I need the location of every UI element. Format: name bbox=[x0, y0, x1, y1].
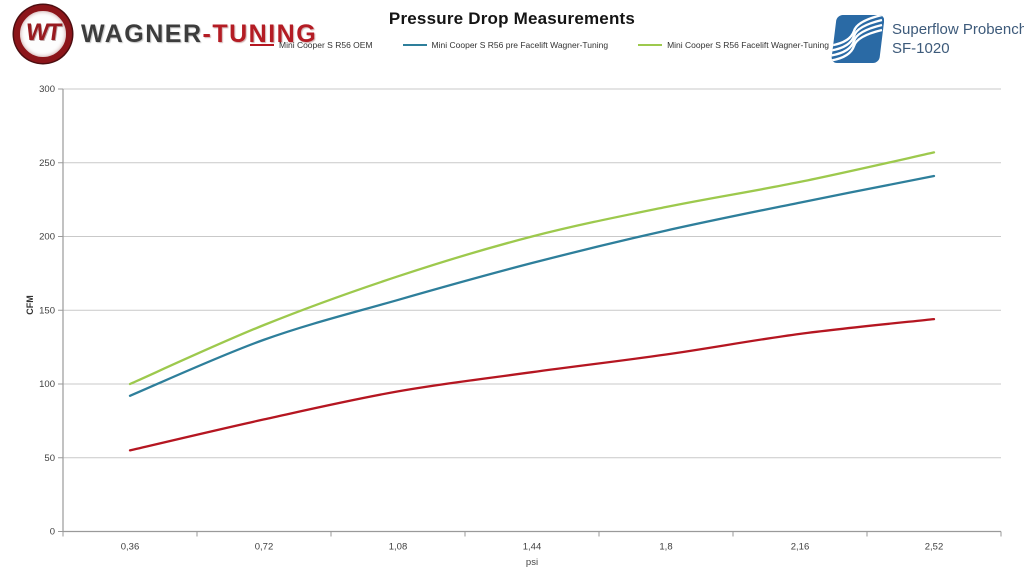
wagner-badge-icon: WT bbox=[14, 5, 72, 63]
wagner-brand-text: WAGNER-TUNING bbox=[81, 20, 317, 49]
series-line-1 bbox=[128, 174, 936, 397]
wagner-brand-red: -TUNING bbox=[202, 19, 318, 48]
chart-title: Pressure Drop Measurements bbox=[388, 9, 636, 28]
x-tick-label: 0,36 bbox=[121, 542, 140, 553]
x-axis-title: psi bbox=[525, 557, 539, 568]
x-tick-label: 1,8 bbox=[659, 542, 672, 553]
x-tick-label: 0,72 bbox=[255, 542, 274, 553]
superflow-line2: SF-1020 bbox=[892, 40, 950, 57]
y-tick-label: 150 bbox=[39, 305, 55, 316]
legend-item-oem: Mini Cooper S R56 OEM bbox=[250, 40, 373, 50]
superflow-text: Superflow Probench SF-1020 bbox=[892, 20, 1024, 58]
superflow-line1: Superflow Probench bbox=[892, 21, 1024, 38]
legend-label: Mini Cooper S R56 Facelift Wagner-Tuning bbox=[667, 40, 829, 50]
wagner-tuning-logo: WT WAGNER-TUNING bbox=[14, 5, 317, 63]
legend-item-facelift: Mini Cooper S R56 Facelift Wagner-Tuning bbox=[638, 40, 829, 50]
legend-label: Mini Cooper S R56 pre Facelift Wagner-Tu… bbox=[431, 40, 609, 50]
series-line-2 bbox=[128, 151, 936, 386]
x-tick-label: 2,52 bbox=[925, 542, 944, 553]
wagner-brand-dark: WAGNER bbox=[81, 19, 203, 48]
series-line-0 bbox=[128, 317, 936, 452]
y-tick-label: 100 bbox=[39, 379, 55, 390]
legend-label: Mini Cooper S R56 OEM bbox=[279, 40, 373, 50]
chart-legend: Mini Cooper S R56 OEM Mini Cooper S R56 … bbox=[250, 40, 829, 50]
x-tick-label: 2,16 bbox=[791, 542, 810, 553]
x-tick-label: 1,44 bbox=[523, 542, 542, 553]
legend-swatch-pre-facelift bbox=[402, 44, 427, 46]
legend-swatch-oem bbox=[250, 44, 274, 46]
y-tick-label: 200 bbox=[39, 232, 55, 243]
superflow-logo-block: Superflow Probench SF-1020 bbox=[826, 14, 1024, 66]
legend-swatch-facelift bbox=[638, 44, 663, 46]
y-tick-label: 50 bbox=[44, 453, 55, 464]
y-tick-label: 300 bbox=[39, 84, 55, 95]
legend-item-pre-facelift: Mini Cooper S R56 pre Facelift Wagner-Tu… bbox=[402, 40, 609, 50]
x-tick-label: 1,08 bbox=[389, 542, 408, 553]
superflow-wave-icon bbox=[830, 15, 884, 63]
y-tick-label: 0 bbox=[50, 527, 55, 538]
y-tick-label: 250 bbox=[39, 158, 55, 169]
